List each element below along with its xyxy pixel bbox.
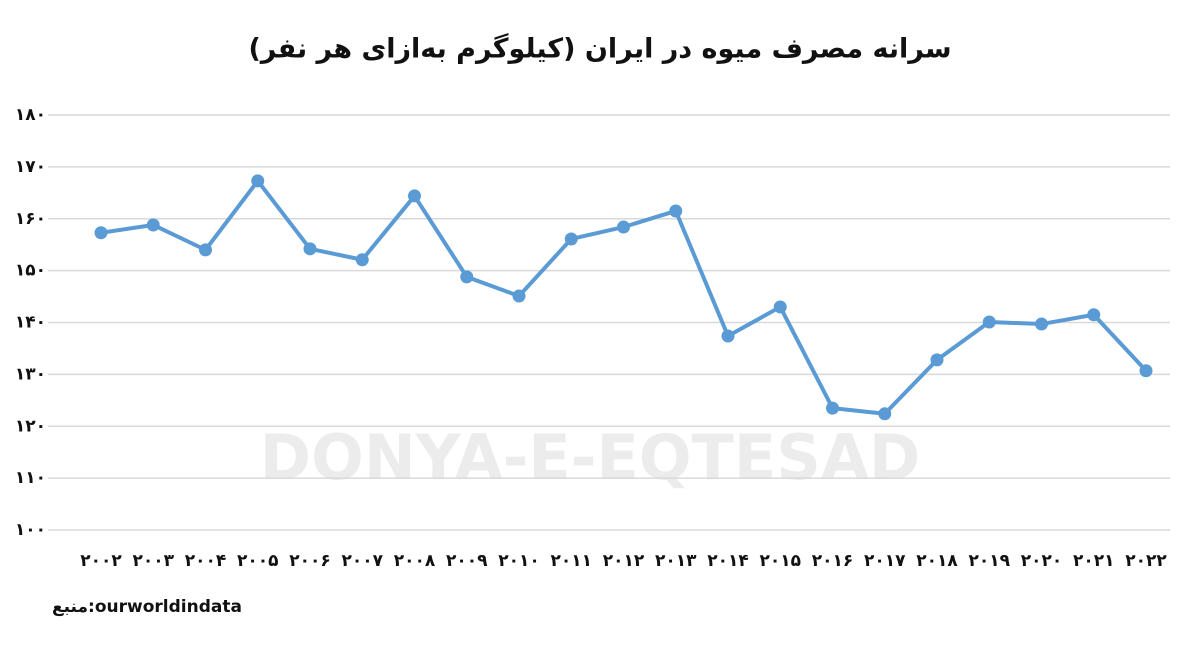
x-tick-label: ۲۰۱۵	[759, 551, 801, 571]
point	[199, 243, 212, 257]
point	[251, 174, 265, 188]
x-tick-label: ۲۰۰۹	[446, 551, 488, 571]
y-tick-label: ۱۳۰	[15, 364, 46, 384]
x-tick-label: ۲۰۰۸	[394, 551, 436, 571]
x-tick-label: ۲۰۱۹	[968, 551, 1010, 571]
point	[564, 232, 578, 246]
x-tick-label: ۲۰۰۵	[237, 551, 279, 571]
chart-title: سرانه مصرف میوه در ایران (کیلوگرم به‌ازا…	[248, 33, 951, 65]
y-tick-label: ۱۵۰	[15, 261, 46, 281]
y-tick-label: ۱۸۰	[15, 105, 46, 125]
y-tick-label: ۱۷۰	[15, 157, 46, 177]
point	[460, 270, 474, 284]
x-tick-label: ۲۰۰۴	[185, 551, 227, 571]
point	[1087, 308, 1101, 322]
point	[1035, 317, 1048, 331]
point	[512, 289, 526, 303]
point	[617, 220, 630, 234]
x-tick-label: ۲۰۰۲	[80, 551, 122, 571]
x-tick-label: ۲۰۱۰	[498, 551, 540, 571]
x-tick-label: ۲۰۱۳	[655, 551, 697, 571]
y-tick-label: ۱۰۰	[15, 520, 46, 540]
y-tick-label: ۱۲۰	[15, 416, 46, 436]
y-tick-label: ۱۴۰	[15, 313, 46, 333]
point	[1139, 364, 1153, 378]
point	[146, 218, 160, 232]
x-tick-label: ۲۰۱۸	[916, 551, 958, 571]
x-tick-label: ۲۰۲۰	[1021, 551, 1063, 571]
point	[669, 204, 683, 218]
x-tick-label: ۲۰۲۲	[1125, 551, 1167, 571]
x-tick-label: ۲۰۰۶	[289, 551, 331, 571]
x-tick-label: ۲۰۰۷	[341, 551, 383, 571]
point	[408, 189, 421, 203]
x-tick-label: ۲۰۱۷	[864, 551, 906, 571]
x-tick-label: ۲۰۱۱	[550, 551, 592, 571]
point	[930, 353, 944, 367]
x-tick-label: ۲۰۱۲	[603, 551, 645, 571]
point	[773, 300, 787, 314]
x-tick-label: ۲۰۱۶	[812, 551, 854, 571]
x-tick-label: ۲۰۱۴	[707, 551, 749, 571]
x-tick-label: ۲۰۰۳	[132, 551, 174, 571]
point	[303, 242, 317, 256]
x-tick-label: ۲۰۲۱	[1073, 551, 1115, 571]
y-tick-label: ۱۶۰	[15, 209, 46, 229]
line	[100, 178, 1148, 416]
point	[355, 253, 369, 267]
point	[878, 407, 892, 421]
watermark: DONYA-E-EQTESAD	[260, 421, 921, 494]
point	[826, 401, 839, 415]
source: منبع:ourworldindata	[52, 597, 242, 617]
y-tick-label: ۱۱۰	[15, 468, 46, 488]
point	[94, 226, 108, 240]
point	[982, 315, 996, 329]
point	[721, 329, 735, 343]
